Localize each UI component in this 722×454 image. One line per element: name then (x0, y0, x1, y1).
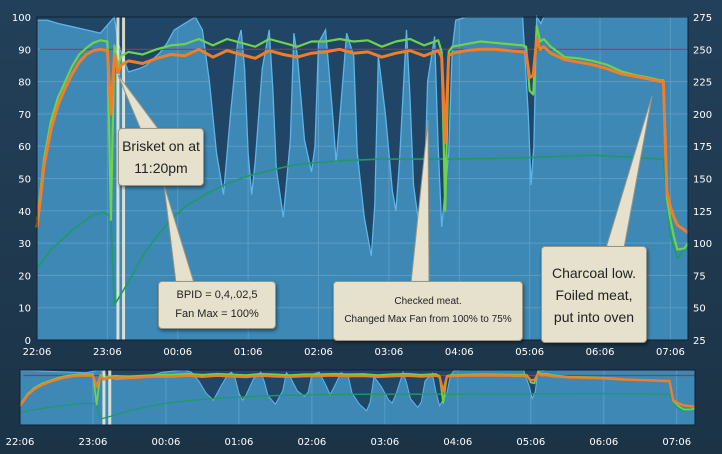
overview-x-tick-label: 06:06 (589, 437, 618, 448)
y-tick-label-right: 225 (693, 78, 712, 89)
x-tick-label: 02:06 (304, 347, 333, 358)
y-tick-label-right: 200 (693, 110, 712, 121)
overview-x-tick-label: 00:06 (152, 437, 181, 448)
overview-x-tick-label: 07:06 (662, 437, 691, 448)
overview-fan-area (20, 370, 695, 411)
annotation-callout: Brisket on at 11:20pm (118, 128, 204, 186)
x-tick-label: 07:06 (656, 347, 685, 358)
main-pit-series-line (35, 24, 689, 251)
x-tick-label: 22:06 (23, 347, 52, 358)
x-tick-label: 06:06 (586, 347, 615, 358)
annotation-callout: Checked meat. Changed Max Fan from 100% … (333, 281, 523, 341)
overview-x-tick-label: 05:06 (516, 437, 545, 448)
overview-x-tick-label: 22:06 (6, 437, 35, 448)
x-tick-label: 03:06 (374, 347, 403, 358)
y-tick-label-right: 50 (693, 304, 706, 315)
overview-food-line-series-line (19, 392, 692, 420)
y-tick-label-left: 0 (25, 336, 31, 347)
y-tick-label-right: 250 (693, 45, 712, 56)
y-tick-label-left: 80 (18, 78, 31, 89)
overview-x-tick-label: 02:06 (297, 437, 326, 448)
y-tick-label-left: 50 (18, 175, 31, 186)
x-tick-label: 04:06 (445, 347, 474, 358)
main-meat-series-line (35, 37, 689, 235)
overview-time-marker (102, 370, 106, 425)
annotation-callout: Charcoal low. Foiled meat, put into oven (541, 246, 647, 343)
y-tick-label-right: 100 (693, 239, 712, 250)
overview-meat-series-line (19, 372, 696, 408)
main-food-line-series-line (36, 154, 686, 306)
y-tick-label-right: 25 (693, 336, 706, 347)
overview-x-tick-label: 03:06 (370, 437, 399, 448)
y-tick-label-right: 150 (693, 175, 712, 186)
main-time-marker (116, 17, 120, 340)
y-tick-label-left: 40 (18, 207, 31, 218)
y-tick-label-left: 60 (18, 142, 31, 153)
x-tick-label: 05:06 (515, 347, 544, 358)
y-tick-label-right: 275 (693, 13, 712, 24)
overview-fan-series-line (20, 369, 695, 412)
y-tick-label-left: 100 (12, 13, 31, 24)
overview-x-tick-label: 01:06 (225, 437, 254, 448)
y-tick-label-left: 70 (18, 110, 31, 121)
y-tick-label-right: 175 (693, 142, 712, 153)
y-tick-label-left: 10 (18, 304, 31, 315)
main-fan-area (37, 17, 688, 256)
y-tick-label-right: 75 (693, 271, 706, 282)
overview-x-tick-label: 04:06 (443, 437, 472, 448)
overview-x-tick-label: 23:06 (79, 437, 108, 448)
x-tick-label: 00:06 (163, 347, 192, 358)
overview-time-marker (108, 370, 112, 425)
x-tick-label: 23:06 (93, 347, 122, 358)
y-tick-label-left: 30 (18, 239, 31, 250)
main-fan-series-line (37, 14, 688, 257)
y-tick-label-left: 20 (18, 271, 31, 282)
y-tick-label-right: 125 (693, 207, 712, 218)
y-tick-label-left: 90 (18, 45, 31, 56)
annotation-callout: BPID = 0,4,.02,5 Fan Max = 100% (158, 281, 276, 329)
overview-plot-border (19, 369, 696, 426)
x-tick-label: 01:06 (234, 347, 263, 358)
